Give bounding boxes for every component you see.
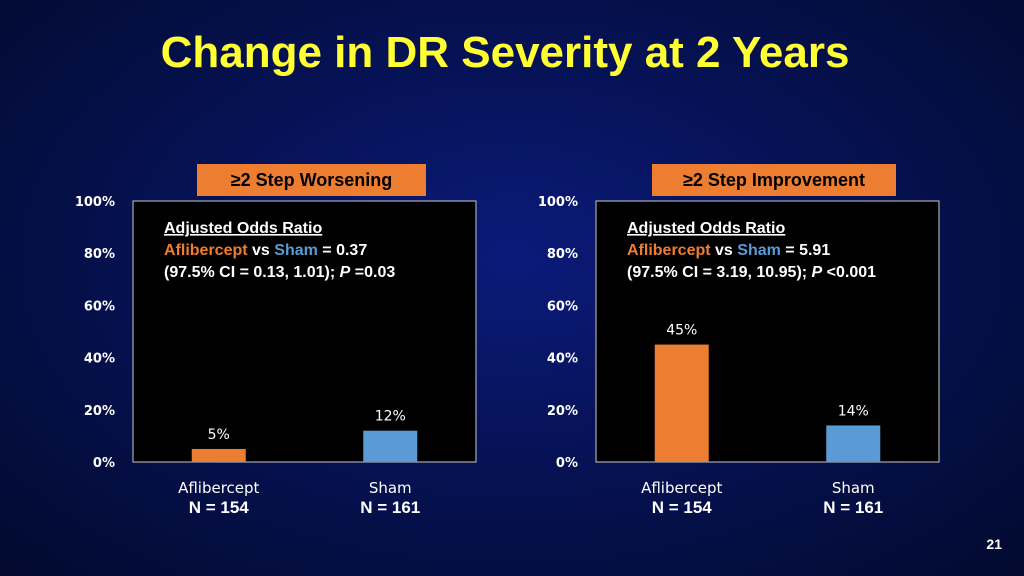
vs-text: vs bbox=[711, 242, 738, 259]
x-tick-label: Sham bbox=[369, 479, 412, 497]
p-symbol: P bbox=[340, 264, 351, 281]
x-tick-label: Aflibercept bbox=[641, 479, 722, 497]
vs-text: vs bbox=[248, 242, 275, 259]
confidence-interval: (97.5% CI = 3.19, 10.95); P <0.001 bbox=[627, 264, 876, 281]
n-label: N = 154 bbox=[652, 498, 713, 517]
data-label: 12% bbox=[375, 409, 406, 425]
y-tick-label: 80% bbox=[547, 247, 578, 262]
panel-header-worsening: ≥2 Step Worsening bbox=[197, 164, 426, 196]
odds-ratio-heading: Adjusted Odds Ratio bbox=[164, 220, 322, 237]
y-tick-label: 0% bbox=[556, 456, 578, 471]
odds-ratio-comparison: Aflibercept vs Sham = 0.37 bbox=[164, 242, 367, 259]
plot-area bbox=[132, 200, 477, 463]
y-tick-label: 80% bbox=[84, 247, 115, 262]
y-tick-label: 40% bbox=[547, 352, 578, 367]
plot-area bbox=[595, 200, 940, 463]
bar-sham bbox=[826, 425, 881, 462]
data-label: 45% bbox=[666, 323, 697, 339]
drug-name: Aflibercept bbox=[627, 242, 711, 259]
y-tick-label: 0% bbox=[93, 456, 115, 471]
y-tick-label: 100% bbox=[538, 195, 578, 210]
data-label: 5% bbox=[208, 427, 230, 443]
y-tick-label: 40% bbox=[84, 352, 115, 367]
y-tick-label: 60% bbox=[84, 299, 115, 314]
ci-text: (97.5% CI = 0.13, 1.01); bbox=[164, 264, 340, 281]
y-tick-label: 20% bbox=[84, 404, 115, 419]
slide-number: 21 bbox=[986, 536, 1002, 552]
drug-name: Aflibercept bbox=[164, 242, 248, 259]
ratio-value: = 0.37 bbox=[318, 242, 367, 259]
p-value: =0.03 bbox=[350, 264, 395, 281]
bar-sham bbox=[363, 430, 418, 462]
odds-ratio-comparison: Aflibercept vs Sham = 5.91 bbox=[627, 242, 830, 259]
ci-text: (97.5% CI = 3.19, 10.95); bbox=[627, 264, 812, 281]
y-tick-label: 60% bbox=[547, 299, 578, 314]
n-label: N = 161 bbox=[823, 498, 883, 517]
ratio-value: = 5.91 bbox=[781, 242, 830, 259]
bar-aflibercept bbox=[654, 344, 709, 462]
data-label: 14% bbox=[838, 403, 869, 419]
y-tick-label: 20% bbox=[547, 404, 578, 419]
y-tick-label: 100% bbox=[75, 195, 115, 210]
p-symbol: P bbox=[812, 264, 823, 281]
bar-aflibercept bbox=[191, 448, 246, 462]
n-label: N = 154 bbox=[189, 498, 250, 517]
slide-title: Change in DR Severity at 2 Years bbox=[160, 28, 850, 77]
x-tick-label: Sham bbox=[832, 479, 875, 497]
comparator-name: Sham bbox=[737, 242, 781, 259]
n-label: N = 161 bbox=[360, 498, 420, 517]
odds-ratio-heading: Adjusted Odds Ratio bbox=[627, 220, 785, 237]
confidence-interval: (97.5% CI = 0.13, 1.01); P =0.03 bbox=[164, 264, 395, 281]
x-tick-label: Aflibercept bbox=[178, 479, 259, 497]
panel-header-improvement: ≥2 Step Improvement bbox=[652, 164, 896, 196]
comparator-name: Sham bbox=[274, 242, 318, 259]
p-value: <0.001 bbox=[822, 264, 876, 281]
